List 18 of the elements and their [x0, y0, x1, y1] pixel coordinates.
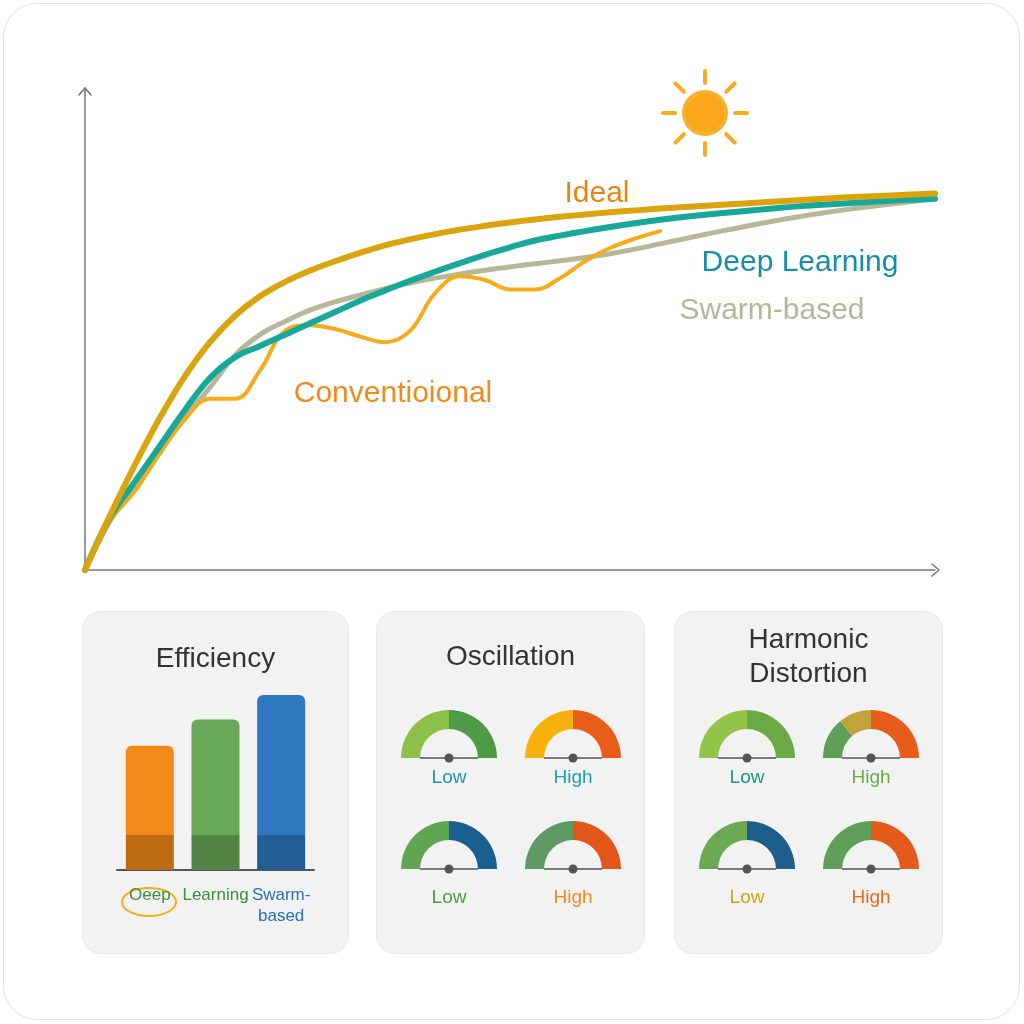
chart-title: Efficiency — [155, 641, 276, 673]
series-label: Swarm-based — [679, 292, 865, 326]
text: Low — [431, 766, 467, 787]
text: Oscillation — [445, 639, 576, 673]
series-label: Conventioional — [293, 374, 493, 408]
text: Low — [729, 766, 765, 787]
text: Harmonic Distortion — [747, 622, 870, 690]
x-tick-label: Learning — [182, 885, 249, 904]
text: Low — [431, 886, 467, 907]
text: High — [553, 886, 593, 907]
text: High — [851, 886, 891, 907]
series-label: Deep Learning — [701, 243, 899, 277]
text: Low — [729, 886, 765, 907]
text: High — [851, 766, 891, 787]
x-tick-label: Oeep — [129, 885, 171, 904]
x-tick-label: Swarm-based — [251, 885, 311, 925]
series-label: Ideal — [564, 175, 630, 209]
text: High — [553, 766, 593, 787]
